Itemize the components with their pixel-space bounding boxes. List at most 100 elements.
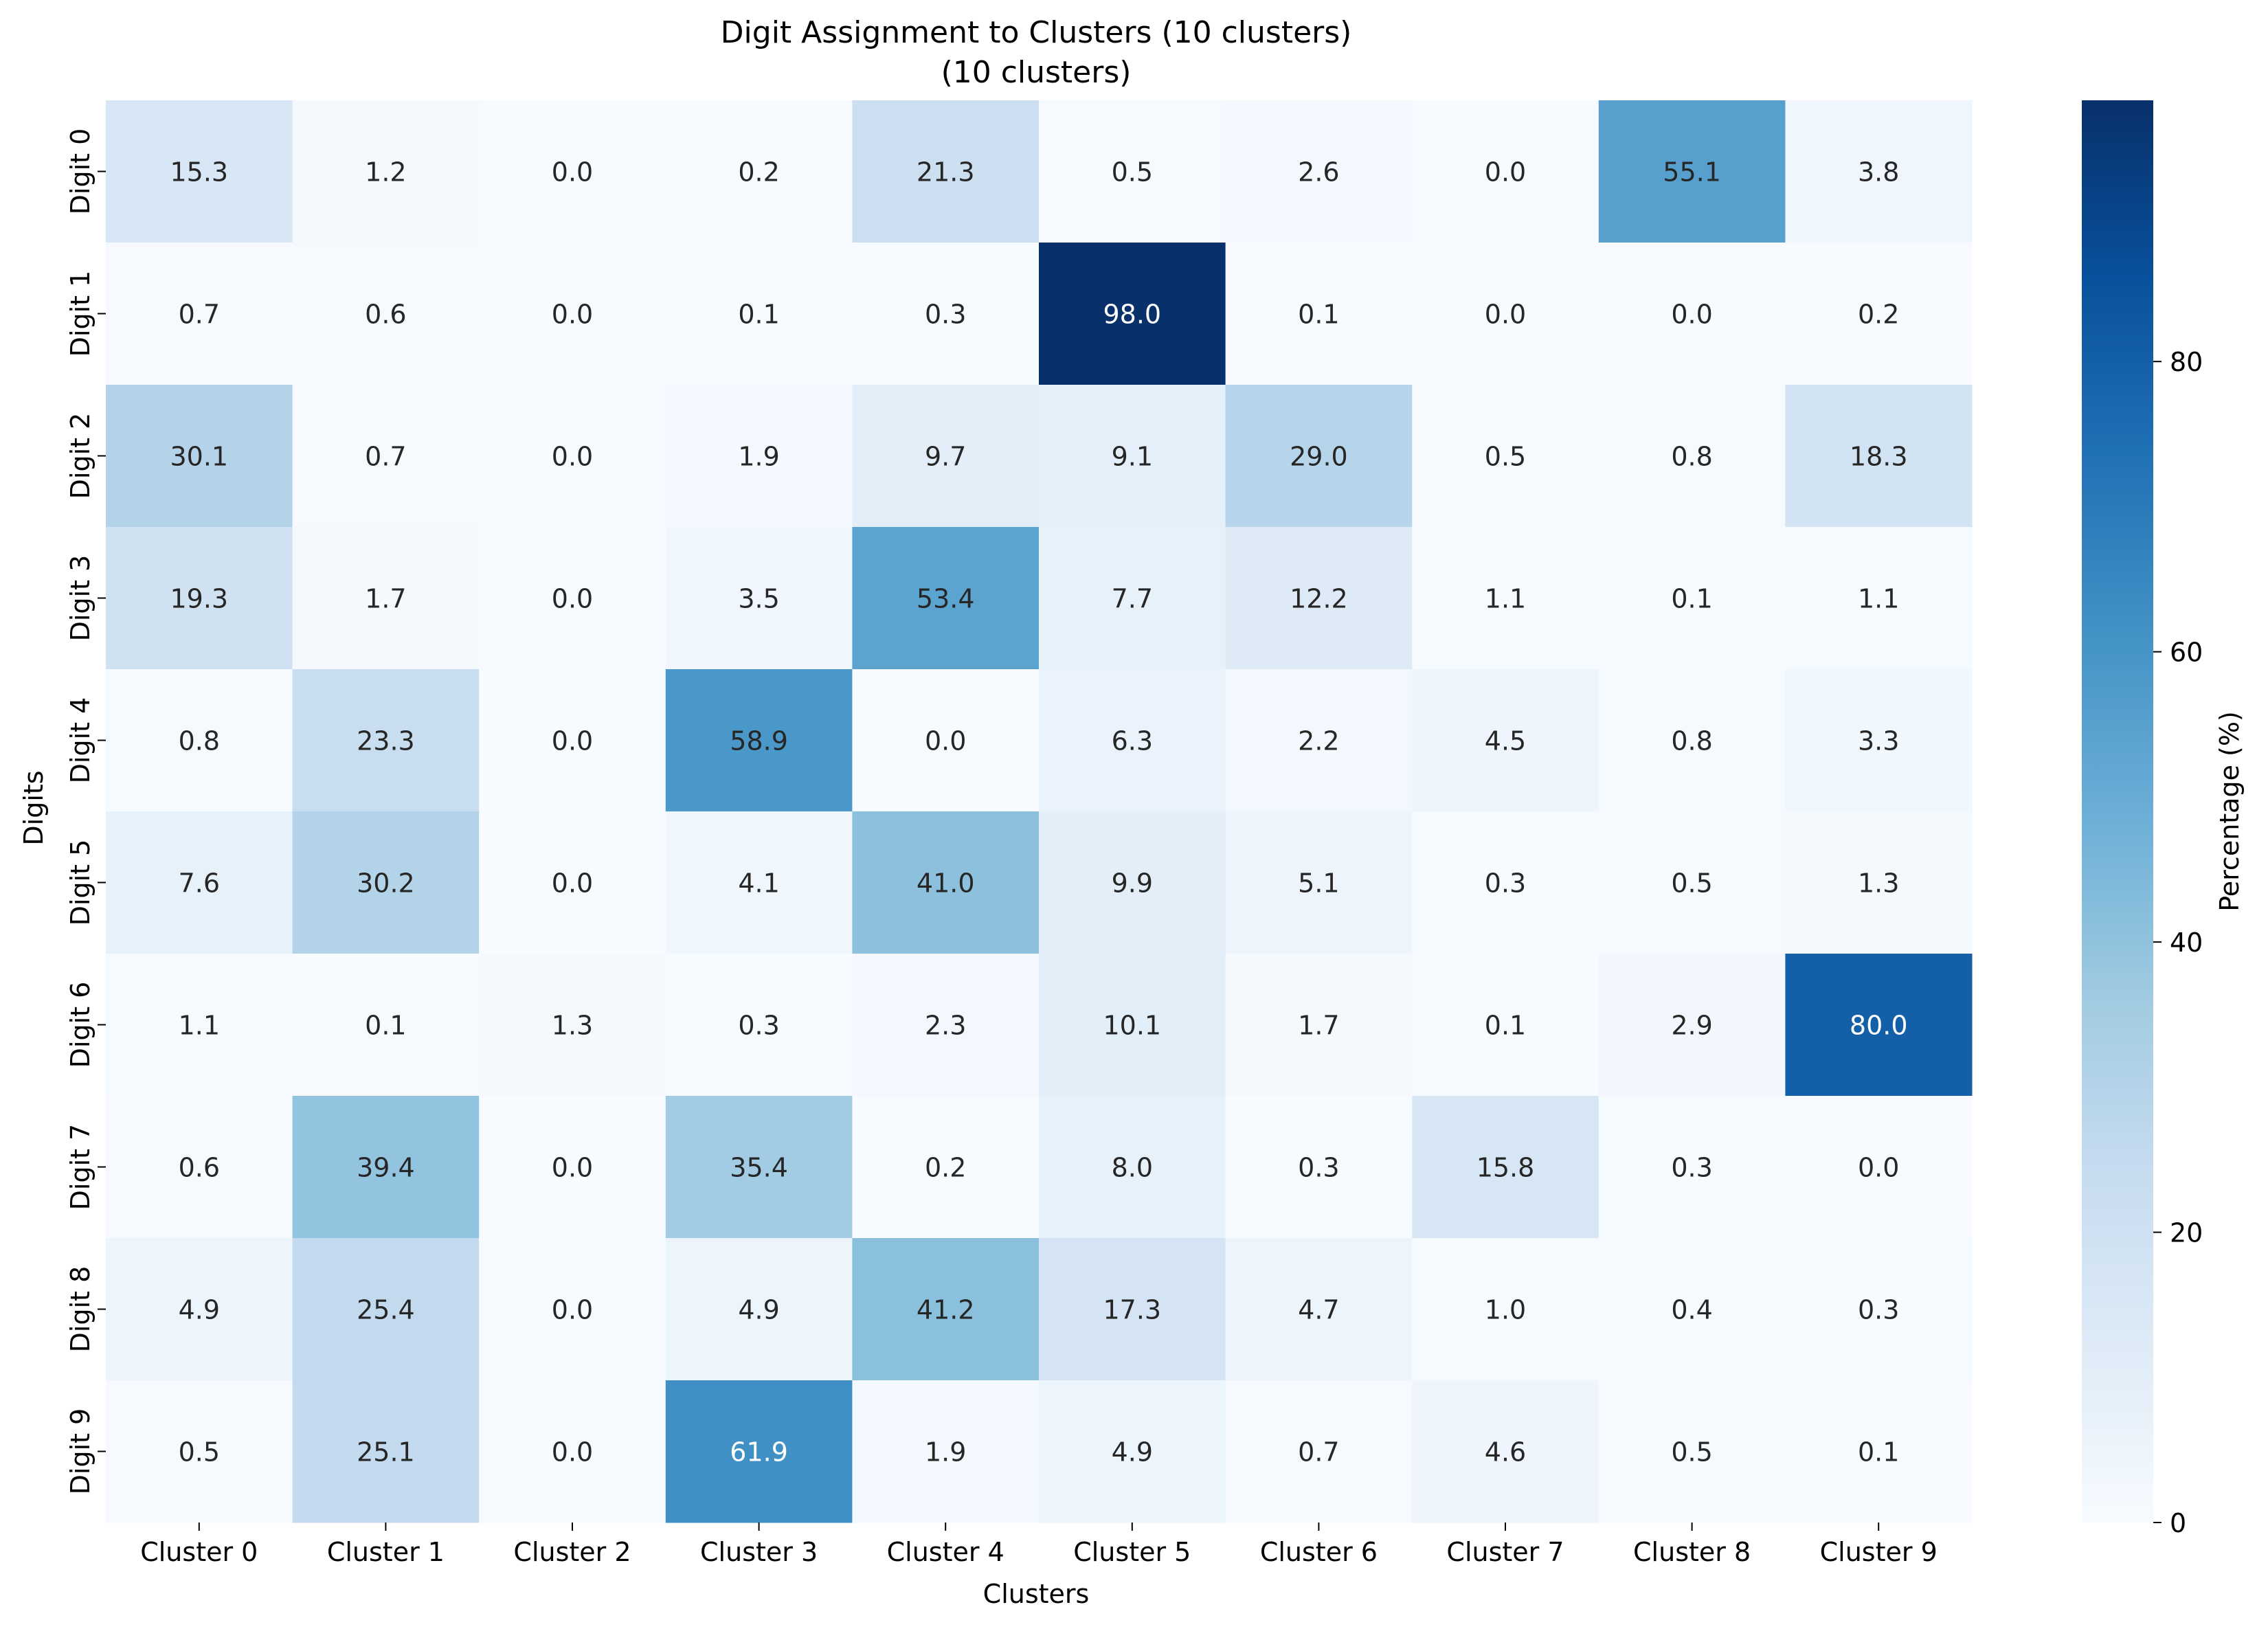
cell-value-label: 4.5 [1485,726,1526,756]
cell-value-label: 0.0 [1671,300,1712,330]
heatmap-cell [106,669,293,812]
cell-value-label: 4.9 [179,1295,220,1325]
cell-value-label: 0.1 [1298,300,1339,330]
cell-value-label: 0.2 [738,157,779,188]
heatmap-cell [1785,100,1973,243]
heatmap-cell [106,243,293,385]
cell-value-label: 0.3 [738,1011,779,1041]
cell-value-label: 0.6 [179,1153,220,1183]
cell-value-label: 0.0 [552,157,593,188]
cell-value-label: 0.5 [179,1437,220,1468]
y-tick-label: Digit 5 [65,840,96,926]
heatmap-cell [1225,954,1413,1097]
heatmap-cell [1598,385,1786,528]
x-tick-label: Cluster 6 [1260,1537,1378,1567]
heatmap-cell [1412,1380,1599,1523]
heatmap-cell [479,1096,666,1239]
heatmap-cell [479,243,666,385]
heatmap-cell [1225,243,1413,385]
cell-value-label: 1.1 [1858,584,1899,614]
x-tick-label: Cluster 0 [140,1537,258,1567]
colorbar-tick-label: 20 [2170,1218,2203,1248]
cell-value-label: 9.7 [925,442,966,472]
heatmap-cell [852,1380,1040,1523]
cell-value-label: 0.0 [1485,300,1526,330]
cell-value-label: 0.3 [1485,868,1526,899]
heatmap-cell [1785,669,1973,812]
heatmap-cell [852,385,1040,528]
cell-value-label: 0.0 [1485,157,1526,188]
heatmap-cell-labels: 15.3 1.2 0.0 0.2 21.3 0.5 2.6 0.0 55.1 3.8 0.7 0.6 0… [170,157,1907,1468]
heatmap-cell [1412,1238,1599,1381]
heatmap-cell [852,100,1040,243]
heatmap-cell [1225,1380,1413,1523]
cell-value-label: 29.0 [1290,442,1348,472]
cell-value-label: 0.1 [365,1011,406,1041]
cell-value-label: 0.8 [1671,726,1712,756]
heatmap-cell [1785,385,1973,528]
cell-value-label: 0.0 [925,726,966,756]
heatmap-cell [1039,527,1226,670]
cell-value-label: 17.3 [1103,1295,1161,1325]
x-tick-label: Cluster 3 [700,1537,818,1567]
cell-value-label: 58.9 [730,726,788,756]
cell-value-label: 4.9 [1112,1437,1153,1468]
cell-value-label: 5.1 [1298,868,1339,899]
heatmap-cell [1225,100,1413,243]
heatmap-cell [1225,811,1413,954]
cell-value-label: 4.6 [1485,1437,1526,1468]
cell-value-label: 2.9 [1671,1011,1712,1041]
heatmap-cell [1785,1380,1973,1523]
cell-value-label: 0.3 [925,300,966,330]
cell-value-label: 39.4 [357,1153,415,1183]
heatmap-cell [292,100,480,243]
cell-value-label: 23.3 [357,726,415,756]
heatmap-cell [479,527,666,670]
y-tick-label: Digit 4 [65,697,96,784]
cell-value-label: 21.3 [917,157,975,188]
heatmap-cell [1785,1238,1973,1381]
cell-value-label: 0.6 [365,300,406,330]
cell-value-label: 15.8 [1477,1153,1535,1183]
cell-value-label: 0.0 [1858,1153,1899,1183]
heatmap-cell [1412,385,1599,528]
heatmap-cell [1412,669,1599,812]
heatmap-cell [852,669,1040,812]
heatmap-cell [1225,527,1413,670]
heatmap-cell [1598,669,1786,812]
cell-value-label: 0.0 [552,442,593,472]
heatmap-cell [292,954,480,1097]
heatmap-cells [106,100,1973,1523]
heatmap-cell [665,1096,853,1239]
heatmap-cell [665,243,853,385]
cell-value-label: 0.1 [1858,1437,1899,1468]
heatmap-cell [479,100,666,243]
cell-value-label: 25.4 [357,1295,415,1325]
cell-value-label: 0.1 [1671,584,1712,614]
cell-value-label: 4.9 [738,1295,779,1325]
cell-value-label: 0.1 [738,300,779,330]
heatmap-cell [106,100,293,243]
cell-value-label: 9.9 [1112,868,1153,899]
cell-value-label: 1.9 [738,442,779,472]
cell-value-label: 0.0 [552,726,593,756]
cell-value-label: 55.1 [1663,157,1721,188]
heatmap-cell [292,1096,480,1239]
chart-title-line2: (10 clusters) [941,55,1132,90]
cell-value-label: 0.5 [1671,868,1712,899]
heatmap-cell [665,1238,853,1381]
heatmap-cell [479,669,666,812]
x-tick-label: Cluster 9 [1820,1537,1938,1567]
cell-value-label: 0.8 [179,726,220,756]
cell-value-label: 0.5 [1112,157,1153,188]
heatmap-cell [1039,811,1226,954]
heatmap-cell [852,527,1040,670]
heatmap-cell [1598,954,1786,1097]
heatmap-cell [292,243,480,385]
y-axis-label: Digits [19,770,49,845]
heatmap-cell [1225,1238,1413,1381]
heatmap-cell [1785,1096,1973,1239]
cell-value-label: 4.7 [1298,1295,1339,1325]
cell-value-label: 0.0 [552,1295,593,1325]
